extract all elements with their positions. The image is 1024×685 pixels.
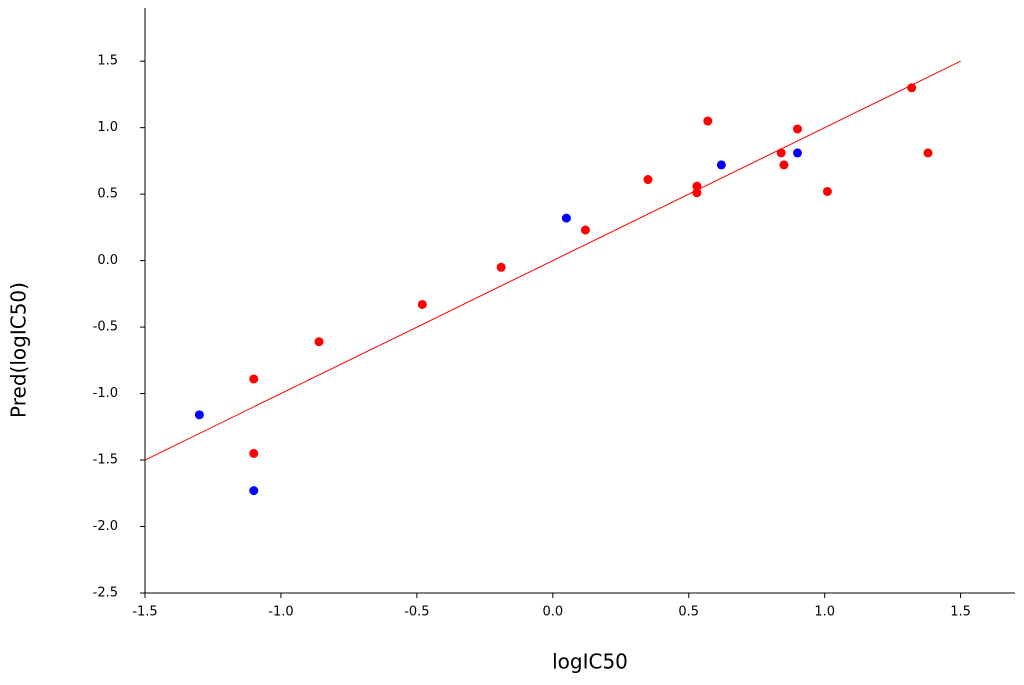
y-tick-label: 1.0	[97, 120, 118, 135]
point	[580, 225, 590, 235]
point	[194, 410, 204, 420]
point	[776, 148, 786, 158]
x-tick-label: 1.5	[950, 605, 971, 620]
point	[692, 181, 702, 191]
point	[793, 148, 802, 158]
y-tick-label: 0.5	[97, 187, 118, 202]
y-tick-label: -1.5	[93, 453, 118, 468]
y-tick-label: -0.5	[93, 320, 118, 335]
x-tick-label: -1.0	[268, 605, 293, 620]
x-tick-label: -0.5	[404, 605, 429, 620]
point	[692, 188, 702, 198]
point	[703, 116, 713, 126]
y-tick-label: -2.0	[93, 519, 118, 534]
point	[923, 148, 933, 158]
point	[907, 83, 917, 93]
point	[779, 160, 789, 170]
point	[561, 213, 571, 223]
point	[249, 486, 259, 496]
x-tick-label: 1.0	[814, 605, 835, 620]
point	[822, 186, 832, 196]
x-axis-title: logIC50	[552, 650, 628, 674]
y-tick-label: -2.5	[93, 586, 118, 601]
y-tick-label: 1.5	[97, 54, 118, 69]
point	[793, 124, 802, 134]
reference-line	[144, 60, 961, 461]
point	[496, 262, 506, 272]
y-axis-title: Pred(logIC50)	[7, 282, 31, 418]
point	[716, 160, 726, 170]
y-tick-label: 0.0	[97, 253, 118, 268]
point	[249, 374, 259, 384]
point	[417, 299, 427, 309]
x-tick-label: 0.5	[678, 605, 699, 620]
y-tick-label: -1.0	[93, 386, 118, 401]
point	[643, 175, 653, 185]
point	[249, 448, 259, 458]
x-tick-label: -1.5	[132, 605, 157, 620]
point	[314, 337, 324, 347]
x-tick-label: 0.0	[542, 605, 563, 620]
